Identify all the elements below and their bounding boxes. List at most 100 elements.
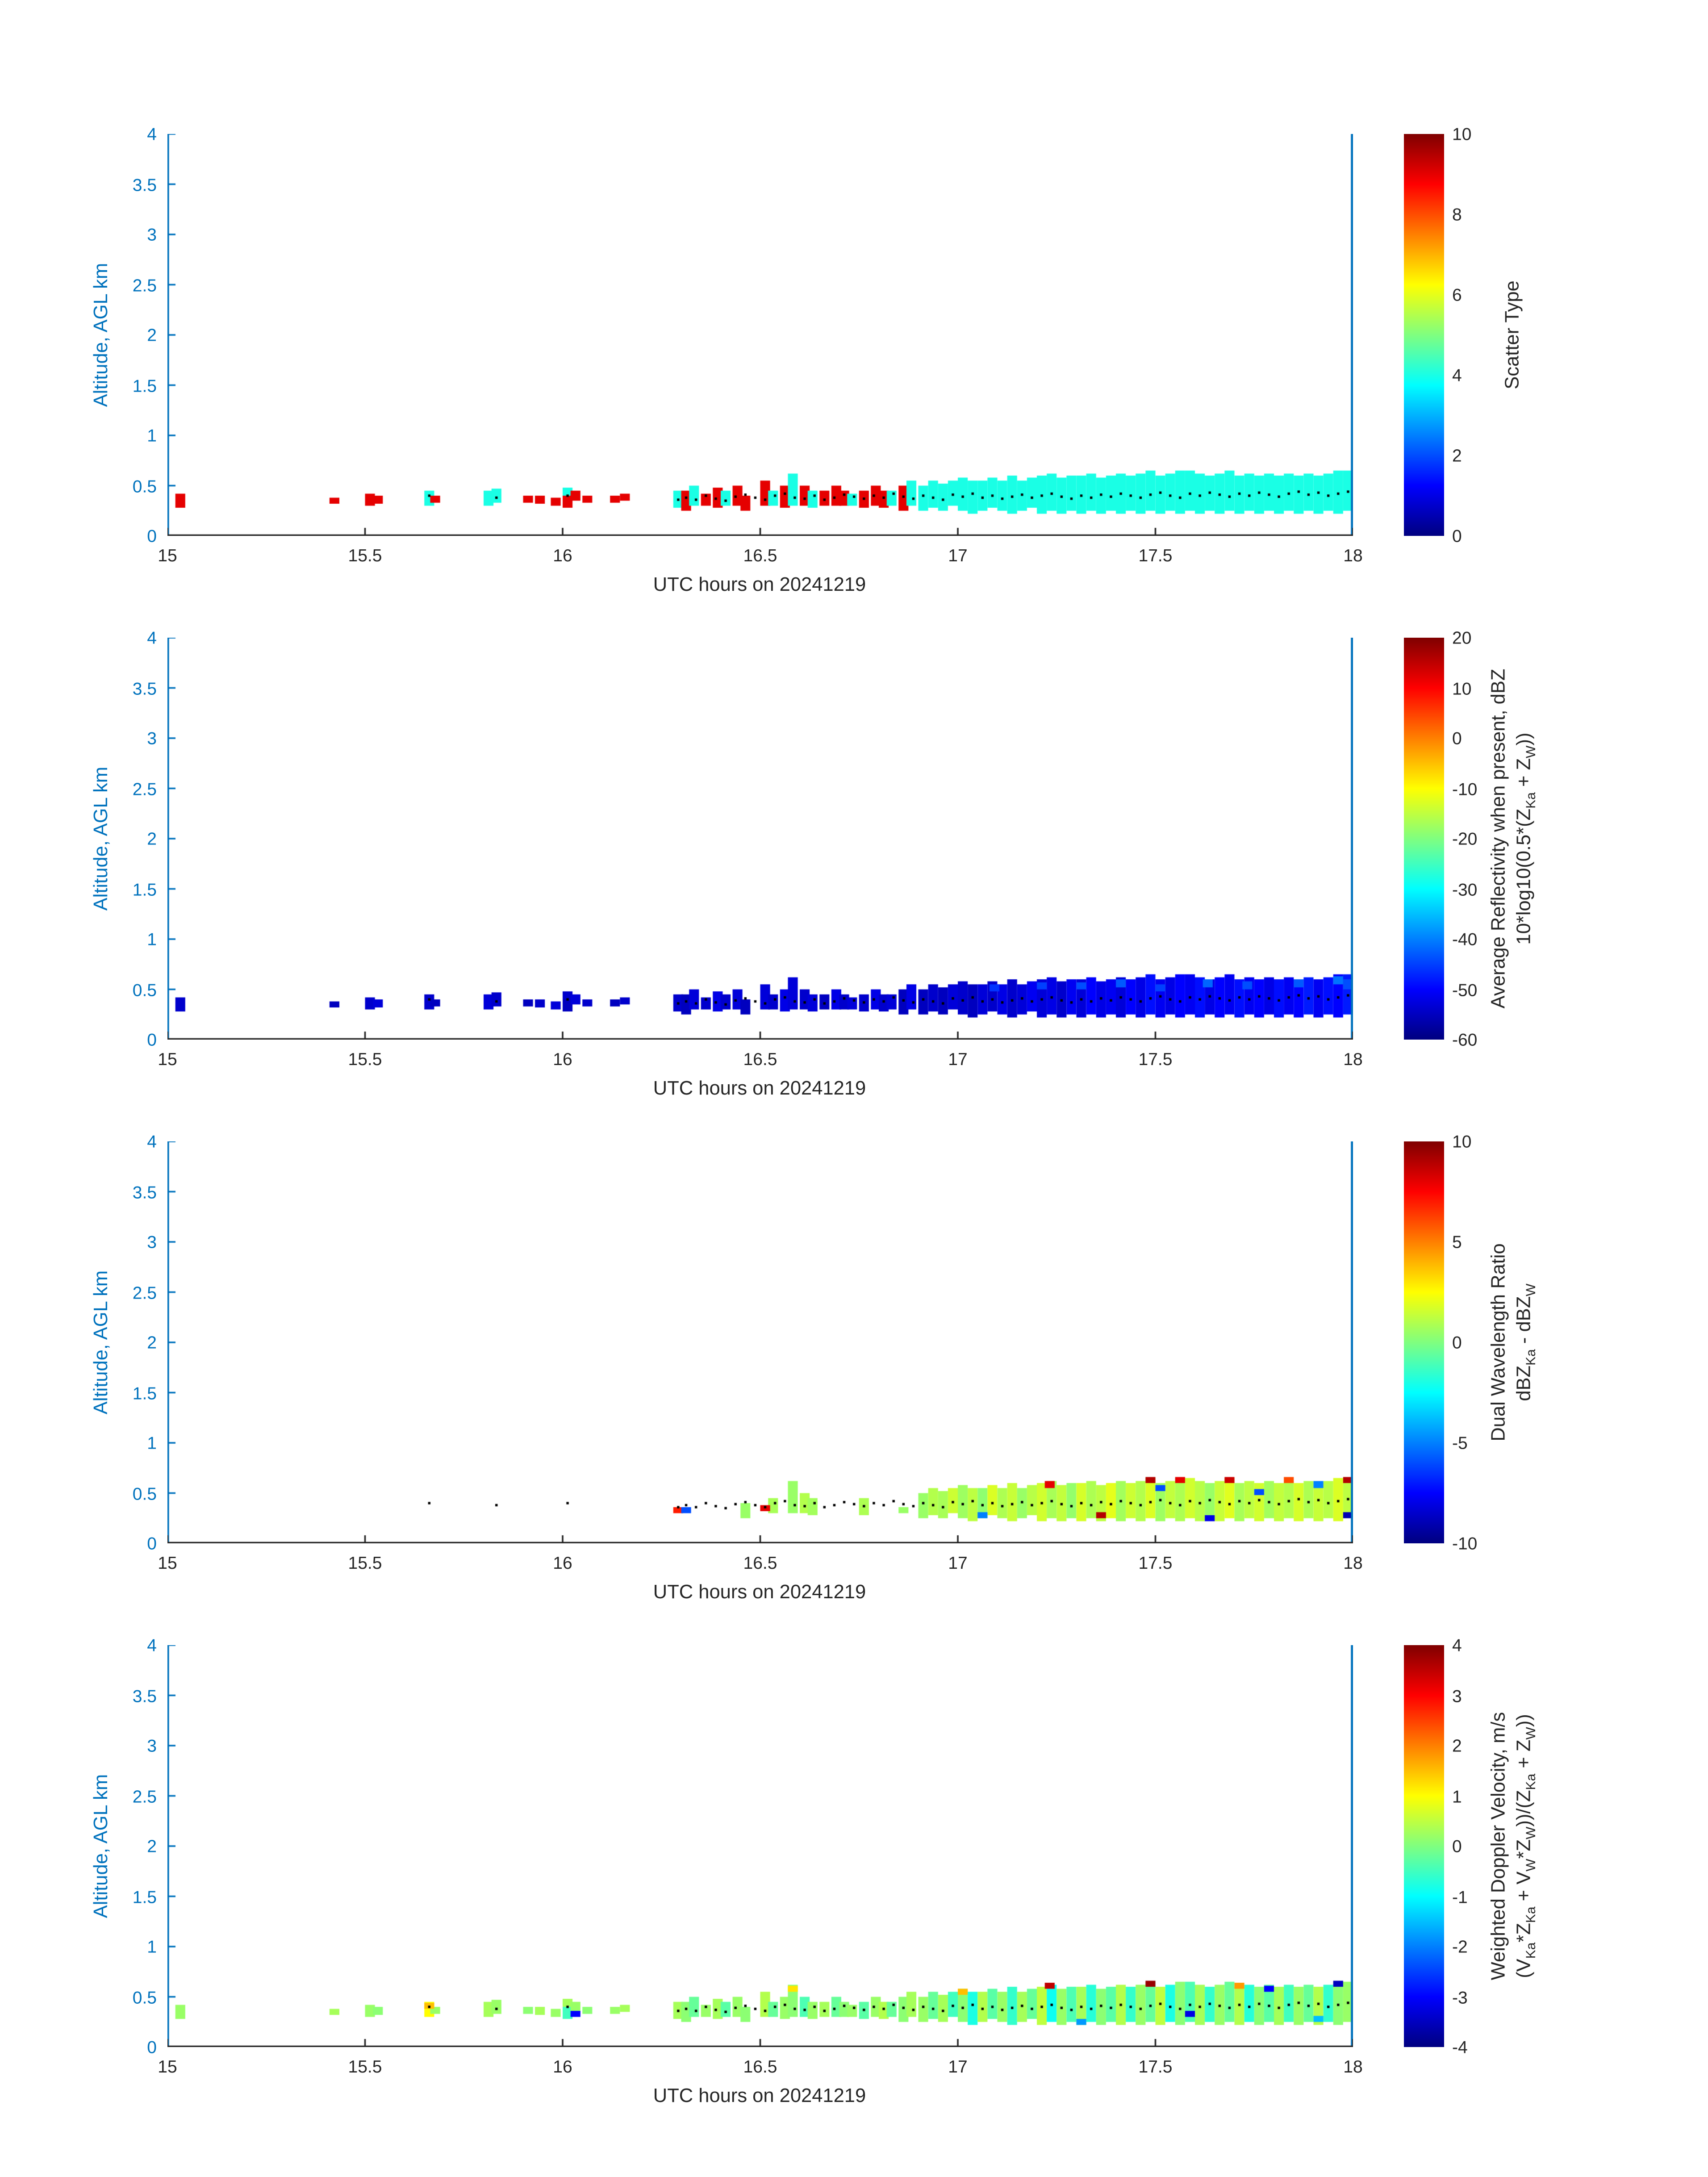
x-tick-label: 15.5 bbox=[348, 2056, 382, 2077]
colorbar-title: Average Reflectivity when present, dBZ 10… bbox=[1487, 669, 1540, 1009]
x-tick-label: 18 bbox=[1343, 2056, 1363, 2077]
colorbar bbox=[1404, 638, 1444, 1040]
colorbar-tick-label: -1 bbox=[1452, 1886, 1468, 1906]
y-tick-label: 2.5 bbox=[132, 1282, 157, 1302]
x-tick-label: 18 bbox=[1343, 545, 1363, 565]
heatmap-plot bbox=[167, 638, 1353, 1040]
colorbar-tick-label: -10 bbox=[1452, 778, 1478, 798]
y-tick-label: 2 bbox=[147, 1836, 157, 1856]
y-tick-label: 3.5 bbox=[132, 678, 157, 698]
y-tick-label: 1.5 bbox=[132, 879, 157, 899]
colorbar-title-line: Dual Wavelength Ratio bbox=[1488, 1243, 1510, 1442]
x-axis-label: UTC hours on 20241219 bbox=[653, 575, 866, 596]
colorbar-title-line: 10*log10(0.5*(ZKa + ZW)) bbox=[1513, 732, 1539, 945]
x-tick-label: 18 bbox=[1343, 1049, 1363, 1069]
y-tick-label: 0 bbox=[147, 526, 157, 546]
y-tick-label: 4 bbox=[147, 1635, 157, 1655]
colorbar-title-line: Weighted Doppler Velocity, m/s bbox=[1488, 1712, 1510, 1981]
y-tick-label: 1.5 bbox=[132, 1383, 157, 1403]
x-tick-label: 15 bbox=[158, 1553, 177, 1573]
y-tick-label: 0.5 bbox=[132, 979, 157, 999]
colorbar-tick-label: 2 bbox=[1452, 445, 1462, 466]
colorbar-tick-label: 10 bbox=[1452, 1131, 1472, 1152]
colorbar-tick-label: -40 bbox=[1452, 929, 1478, 949]
y-tick-label: 2 bbox=[147, 828, 157, 849]
colorbar-tick-label: 0 bbox=[1452, 1332, 1462, 1353]
colorbar-tick-label: -3 bbox=[1452, 1987, 1468, 2007]
colorbar-tick-label: -5 bbox=[1452, 1433, 1468, 1453]
y-tick-label: 2.5 bbox=[132, 275, 157, 295]
y-tick-label: 1 bbox=[147, 929, 157, 949]
x-tick-label: 17.5 bbox=[1138, 2056, 1173, 2077]
y-tick-label: 2 bbox=[147, 1332, 157, 1353]
colorbar-title: Dual Wavelength Ratio dBZKa - dBZW bbox=[1487, 1243, 1540, 1441]
x-axis-label: UTC hours on 20241219 bbox=[653, 1078, 866, 1100]
colorbar bbox=[1404, 1645, 1444, 2047]
colorbar-tick-label: -4 bbox=[1452, 2037, 1468, 2057]
colorbar-tick-label: 0 bbox=[1452, 526, 1462, 546]
colorbar-tick-label: -60 bbox=[1452, 1029, 1478, 1050]
x-tick-label: 17 bbox=[948, 1049, 968, 1069]
x-tick-label: 17 bbox=[948, 545, 968, 565]
y-tick-label: 0.5 bbox=[132, 1483, 157, 1503]
x-tick-label: 17.5 bbox=[1138, 1049, 1173, 1069]
x-tick-label: 16 bbox=[553, 545, 572, 565]
y-tick-label: 3 bbox=[147, 224, 157, 245]
x-axis-label: UTC hours on 20241219 bbox=[653, 1582, 866, 1604]
x-tick-label: 15 bbox=[158, 1049, 177, 1069]
heatmap-plot bbox=[167, 1645, 1353, 2047]
x-tick-label: 16 bbox=[553, 1049, 572, 1069]
y-tick-label: 1 bbox=[147, 425, 157, 446]
y-tick-label: 4 bbox=[147, 124, 157, 144]
y-tick-label: 3.5 bbox=[132, 174, 157, 194]
x-tick-label: 15.5 bbox=[348, 545, 382, 565]
x-tick-label: 17 bbox=[948, 2056, 968, 2077]
colorbar-title-line: dBZKa - dBZW bbox=[1513, 1283, 1539, 1401]
x-tick-label: 16 bbox=[553, 2056, 572, 2077]
x-axis-label: UTC hours on 20241219 bbox=[653, 2086, 866, 2107]
y-tick-label: 3 bbox=[147, 1232, 157, 1252]
y-tick-label: 0 bbox=[147, 1533, 157, 1554]
colorbar-title-line: (VKa*ZKa + VW*ZW))/(ZKa + ZW)) bbox=[1513, 1714, 1539, 1978]
colorbar-tick-label: 0 bbox=[1452, 728, 1462, 748]
heatmap-plot bbox=[167, 134, 1353, 536]
x-tick-label: 15 bbox=[158, 2056, 177, 2077]
x-tick-label: 16 bbox=[553, 1553, 572, 1573]
x-tick-label: 18 bbox=[1343, 1553, 1363, 1573]
y-tick-label: 0.5 bbox=[132, 476, 157, 496]
y-tick-label: 0 bbox=[147, 1029, 157, 1050]
y-tick-label: 0.5 bbox=[132, 1987, 157, 2007]
colorbar-tick-label: -50 bbox=[1452, 979, 1478, 999]
heatmap-plot bbox=[167, 1141, 1353, 1543]
colorbar-tick-label: 4 bbox=[1452, 1635, 1462, 1655]
x-tick-label: 16.5 bbox=[743, 1553, 777, 1573]
y-tick-label: 2 bbox=[147, 325, 157, 345]
y-tick-label: 4 bbox=[147, 1131, 157, 1152]
colorbar-title-line: Average Reflectivity when present, dBZ bbox=[1488, 669, 1510, 1009]
x-tick-label: 16.5 bbox=[743, 1049, 777, 1069]
y-tick-label: 3 bbox=[147, 1735, 157, 1756]
colorbar-title-line: Scatter Type bbox=[1502, 280, 1524, 389]
y-tick-label: 4 bbox=[147, 627, 157, 648]
y-tick-label: 3 bbox=[147, 728, 157, 748]
y-tick-label: 1.5 bbox=[132, 1886, 157, 1906]
colorbar-tick-label: 2 bbox=[1452, 1735, 1462, 1756]
x-tick-label: 15.5 bbox=[348, 1049, 382, 1069]
y-tick-label: 1 bbox=[147, 1433, 157, 1453]
x-tick-label: 15 bbox=[158, 545, 177, 565]
y-tick-label: 1 bbox=[147, 1936, 157, 1957]
colorbar-title: Weighted Doppler Velocity, m/s (VKa*ZKa +… bbox=[1487, 1712, 1540, 1980]
colorbar-tick-label: 0 bbox=[1452, 1836, 1462, 1856]
colorbar-tick-label: 3 bbox=[1452, 1685, 1462, 1705]
y-tick-label: 2.5 bbox=[132, 1786, 157, 1806]
colorbar bbox=[1404, 1141, 1444, 1543]
x-tick-label: 15.5 bbox=[348, 1553, 382, 1573]
colorbar-tick-label: -20 bbox=[1452, 828, 1478, 849]
colorbar-title: Scatter Type bbox=[1501, 280, 1527, 389]
colorbar-tick-label: -2 bbox=[1452, 1936, 1468, 1957]
